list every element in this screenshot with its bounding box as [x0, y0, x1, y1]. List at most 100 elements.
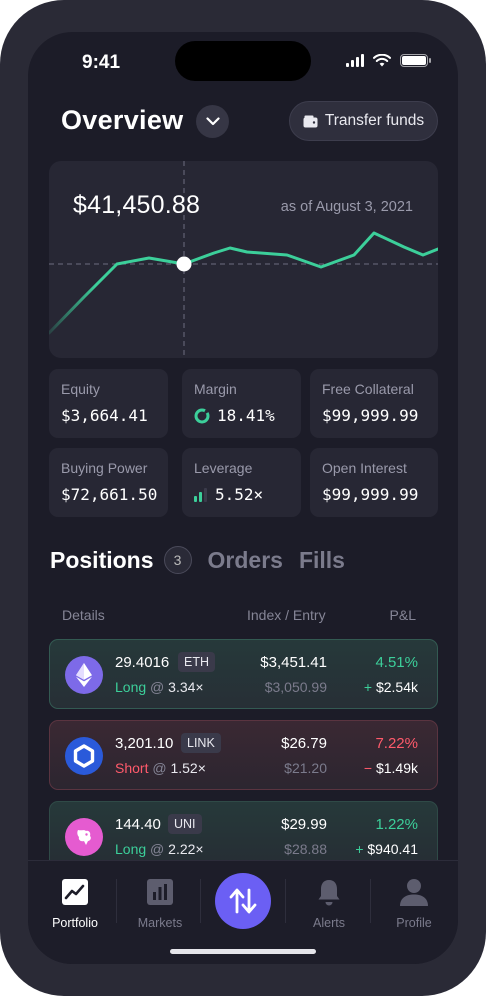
wifi-icon — [373, 54, 391, 67]
nav-divider — [200, 879, 201, 923]
ethereum-icon — [65, 656, 103, 694]
nav-label: Alerts — [313, 916, 345, 930]
positions-count-badge: 3 — [163, 546, 192, 574]
position-side-line: Long @ 2.22× — [115, 841, 204, 857]
portfolio-value: $41,450.88 — [73, 191, 201, 219]
stat-label: Buying Power — [61, 460, 148, 476]
position-leverage: 3.34× — [168, 679, 204, 695]
stat-value: $99,999.99 — [322, 406, 419, 425]
pnl-value: $2.54k — [375, 679, 418, 695]
position-row-link[interactable]: 3,201.10 LINK Short @ 1.52× $26.79 $21.2… — [49, 720, 438, 790]
portfolio-chart — [49, 161, 438, 358]
margin-ring-icon — [194, 407, 210, 424]
at-symbol: @ — [152, 760, 167, 776]
pnl-percent: 4.51% — [375, 654, 418, 671]
stat-leverage: Leverage 5.52× — [182, 448, 301, 517]
stat-equity: Equity $3,664.41 — [49, 369, 168, 438]
column-details: Details — [62, 607, 105, 623]
tab-positions[interactable]: Positions — [50, 546, 154, 573]
stat-value: $3,664.41 — [61, 406, 148, 425]
pnl-percent: 7.22% — [375, 735, 418, 752]
nav-label: Portfolio — [52, 916, 98, 930]
transfer-funds-button[interactable]: Transfer funds — [289, 101, 438, 141]
bell-icon — [318, 880, 340, 906]
asset-tag: UNI — [168, 814, 202, 834]
chart-line — [49, 231, 438, 335]
swap-arrows-icon — [229, 888, 257, 914]
position-size: 144.40 — [115, 816, 161, 833]
uniswap-icon — [65, 818, 103, 856]
stat-value: $72,661.50 — [61, 485, 158, 504]
positions-tabs: Positions 3 Orders Fills — [50, 546, 345, 574]
battery-icon — [400, 54, 431, 67]
nav-markets[interactable]: Markets — [117, 877, 203, 930]
position-side: Long — [115, 841, 147, 857]
bottom-nav: Portfolio Markets Alerts Profile — [28, 860, 458, 964]
leverage-bars-icon — [194, 487, 207, 502]
nav-divider — [285, 879, 286, 923]
entry-price: $28.88 — [284, 841, 327, 857]
position-size: 3,201.10 — [115, 735, 174, 752]
stat-margin: Margin 18.41% — [182, 369, 301, 438]
asset-tag: LINK — [181, 733, 221, 753]
position-leverage: 1.52× — [170, 760, 206, 776]
nav-alerts[interactable]: Alerts — [286, 877, 372, 930]
chart-line-icon — [62, 879, 88, 905]
nav-divider — [370, 879, 371, 923]
asset-tag: ETH — [178, 652, 215, 672]
nav-portfolio[interactable]: Portfolio — [32, 877, 118, 930]
position-side: Long — [115, 679, 147, 695]
stat-free-collateral: Free Collateral $99,999.99 — [310, 369, 438, 438]
pnl-percent: 1.22% — [375, 816, 418, 833]
wallet-icon — [303, 115, 318, 127]
position-leverage: 2.22× — [168, 841, 204, 857]
at-symbol: @ — [150, 841, 165, 857]
column-pnl: P&L — [389, 607, 416, 623]
overview-dropdown-button[interactable] — [196, 105, 229, 138]
status-icons — [346, 54, 431, 67]
cellular-signal-icon — [346, 54, 364, 67]
stat-open-interest: Open Interest $99,999.99 — [310, 448, 438, 517]
portfolio-chart-card[interactable]: $41,450.88 as of August 3, 2021 — [49, 161, 438, 358]
stat-label: Open Interest — [322, 460, 407, 476]
home-indicator — [170, 949, 316, 954]
pnl-sign: − — [363, 760, 373, 776]
stat-label: Margin — [194, 381, 237, 397]
pnl-value: $1.49k — [375, 760, 418, 776]
portfolio-date: as of August 3, 2021 — [280, 199, 413, 215]
chart-cursor-dot[interactable] — [176, 256, 192, 272]
transfer-funds-label: Transfer funds — [324, 112, 425, 129]
at-symbol: @ — [150, 679, 165, 695]
trade-button[interactable] — [215, 873, 271, 929]
pnl-amount: + $2.54k — [364, 679, 418, 695]
position-row-eth[interactable]: 29.4016 ETH Long @ 3.34× $3,451.41 $3,05… — [49, 639, 438, 709]
tab-fills[interactable]: Fills — [298, 546, 345, 573]
bar-chart-icon — [147, 879, 173, 905]
dynamic-island — [175, 41, 311, 81]
status-time: 9:41 — [82, 52, 121, 73]
position-size: 29.4016 — [115, 654, 170, 671]
app-screen: 9:41 Overview Transfer funds — [28, 32, 458, 964]
nav-label: Profile — [396, 916, 432, 930]
stat-label: Leverage — [194, 460, 253, 476]
tab-orders[interactable]: Orders — [207, 546, 283, 573]
stat-label: Free Collateral — [322, 381, 414, 397]
pnl-amount: + $940.41 — [355, 841, 418, 857]
stat-label: Equity — [61, 381, 100, 397]
index-price: $29.99 — [281, 816, 327, 833]
nav-divider — [116, 879, 117, 923]
chevron-down-icon — [205, 117, 220, 126]
position-side-line: Short @ 1.52× — [115, 760, 206, 776]
stat-buying-power: Buying Power $72,661.50 — [49, 448, 168, 517]
page-title: Overview — [61, 105, 184, 135]
position-side: Short — [115, 760, 149, 776]
pnl-value: $940.41 — [367, 841, 418, 857]
entry-price: $3,050.99 — [264, 679, 327, 695]
index-price: $3,451.41 — [260, 654, 327, 671]
nav-profile[interactable]: Profile — [371, 877, 457, 930]
position-side-line: Long @ 3.34× — [115, 679, 204, 695]
nav-label: Markets — [137, 916, 183, 930]
pnl-amount: − $1.49k — [364, 760, 418, 776]
chainlink-icon — [65, 737, 103, 775]
